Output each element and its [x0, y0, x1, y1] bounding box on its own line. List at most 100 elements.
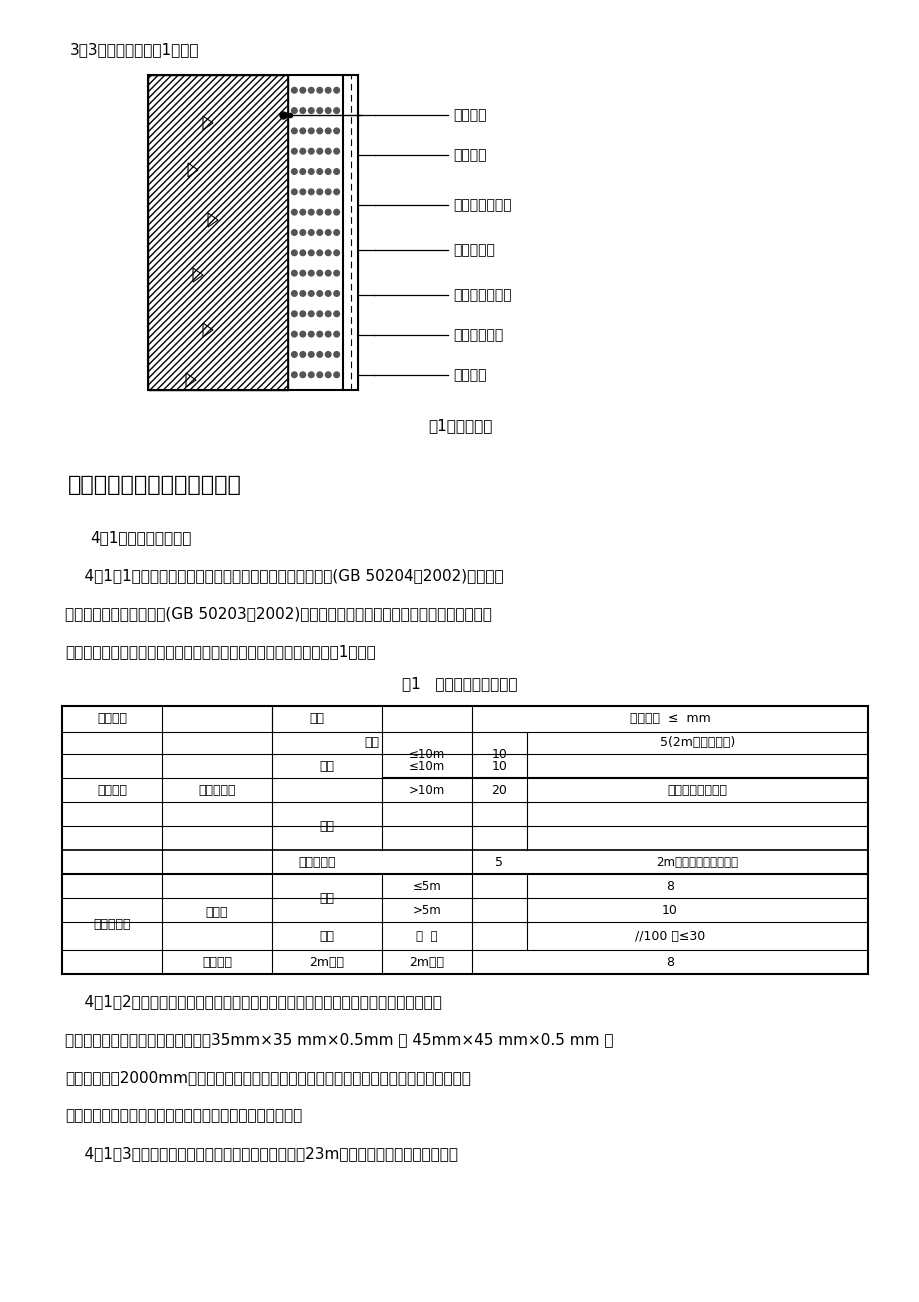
Circle shape — [291, 271, 297, 276]
Circle shape — [308, 311, 313, 316]
Circle shape — [308, 229, 313, 236]
Circle shape — [334, 331, 339, 337]
Text: 4．1．3墙体相接缝处，墙面的连续高、宽度每超过23m处，应设置变形缝或根据设计: 4．1．3墙体相接缝处，墙面的连续高、宽度每超过23m处，应设置变形缝或根据设计 — [65, 1146, 458, 1161]
Text: 混凝土工程: 混凝土工程 — [93, 918, 130, 931]
Text: 工程施工质量验收规范》(GB 50203－2002)及相应基层墙体质量验收规范的要求，基层墙体: 工程施工质量验收规范》(GB 50203－2002)及相应基层墙体质量验收规范的… — [65, 605, 492, 621]
Circle shape — [300, 331, 305, 337]
Circle shape — [316, 229, 323, 236]
Text: 护角，高度为2000mm，设在两层网格布之间。当墙体系统其他部位抗冲击力有特殊要求时，: 护角，高度为2000mm，设在两层网格布之间。当墙体系统其他部位抗冲击力有特殊要… — [65, 1070, 471, 1085]
Text: 4．1施工工艺设计要求: 4．1施工工艺设计要求 — [90, 530, 191, 546]
Bar — [148, 76, 357, 391]
Text: ≤10m: ≤10m — [408, 759, 445, 772]
Text: 4．1．1基层墙体应符合《混凝土结构工程质量验收规范》(GB 50204－2002)、《砌体: 4．1．1基层墙体应符合《混凝土结构工程质量验收规范》(GB 50204－200… — [65, 568, 503, 583]
Circle shape — [300, 148, 305, 154]
Bar — [148, 76, 288, 391]
Text: 经纬仪或吊线检查: 经纬仪或吊线检查 — [667, 785, 727, 798]
Circle shape — [291, 210, 297, 215]
Circle shape — [334, 372, 339, 378]
Circle shape — [300, 87, 305, 92]
Text: 8: 8 — [665, 956, 674, 969]
Circle shape — [308, 352, 313, 357]
Circle shape — [291, 148, 297, 154]
Circle shape — [325, 128, 331, 134]
Text: 达不到平整度要求时，应做抹灰找平处理。墙体基面的允许偏差如表1所示。: 达不到平整度要求时，应做抹灰找平处理。墙体基面的允许偏差如表1所示。 — [65, 644, 375, 659]
Circle shape — [300, 189, 305, 195]
Circle shape — [334, 352, 339, 357]
Circle shape — [308, 189, 313, 195]
Circle shape — [316, 311, 323, 316]
Circle shape — [334, 87, 339, 92]
Circle shape — [300, 271, 305, 276]
Text: 表1   墙体基面的允许偏差: 表1 墙体基面的允许偏差 — [402, 676, 517, 691]
Text: 8: 8 — [665, 879, 674, 892]
Circle shape — [325, 229, 331, 236]
Circle shape — [300, 290, 305, 297]
Circle shape — [316, 352, 323, 357]
Circle shape — [300, 372, 305, 378]
Text: 砌体工程: 砌体工程 — [96, 785, 127, 798]
Circle shape — [308, 108, 313, 113]
Circle shape — [308, 290, 313, 297]
Circle shape — [334, 210, 339, 215]
Circle shape — [325, 189, 331, 195]
Text: 10: 10 — [491, 759, 507, 772]
Text: 表面平整度: 表面平整度 — [298, 855, 335, 868]
Text: 全高: 全高 — [319, 819, 335, 832]
Circle shape — [334, 128, 339, 134]
Text: 四、施工工艺流程及操作要点: 四、施工工艺流程及操作要点 — [68, 475, 242, 495]
Text: 基层墙体: 基层墙体 — [452, 108, 486, 122]
Bar — [288, 76, 343, 391]
Circle shape — [300, 250, 305, 255]
Text: >10m: >10m — [408, 784, 445, 797]
Text: 界面砂浆: 界面砂浆 — [452, 148, 486, 161]
Circle shape — [316, 331, 323, 337]
Circle shape — [316, 87, 323, 92]
Circle shape — [308, 148, 313, 154]
Circle shape — [308, 271, 313, 276]
Text: 工程做法: 工程做法 — [96, 712, 127, 725]
Text: 2m直尺和楔形塞尺检查: 2m直尺和楔形塞尺检查 — [656, 855, 738, 868]
Circle shape — [291, 311, 297, 316]
Text: 10: 10 — [491, 749, 507, 762]
Circle shape — [325, 250, 331, 255]
Circle shape — [308, 372, 313, 378]
Circle shape — [334, 311, 339, 316]
Circle shape — [325, 352, 331, 357]
Bar — [148, 76, 288, 391]
Circle shape — [334, 290, 339, 297]
Circle shape — [291, 250, 297, 255]
Circle shape — [308, 250, 313, 255]
Circle shape — [300, 128, 305, 134]
Text: 垂直度: 垂直度 — [206, 905, 228, 918]
Text: 项目: 项目 — [309, 712, 324, 725]
Text: ≤5m: ≤5m — [413, 879, 441, 892]
Text: 2m长度: 2m长度 — [309, 956, 344, 969]
Circle shape — [316, 372, 323, 378]
Text: 全  高: 全 高 — [415, 930, 437, 943]
Text: 2m长度: 2m长度 — [409, 956, 444, 969]
Circle shape — [300, 108, 305, 113]
Circle shape — [316, 189, 323, 195]
Text: 一层加强网布，并在首层阳角处增加35mm×35 mm×0.5mm 或 45mm×45 mm×0.5 mm 的: 一层加强网布，并在首层阳角处增加35mm×35 mm×0.5mm 或 45mm×… — [65, 1032, 613, 1047]
Circle shape — [308, 331, 313, 337]
Circle shape — [291, 331, 297, 337]
Text: 柔性耐水腻子: 柔性耐水腻子 — [452, 328, 503, 342]
Circle shape — [291, 189, 297, 195]
Circle shape — [325, 108, 331, 113]
Circle shape — [300, 352, 305, 357]
Circle shape — [334, 229, 339, 236]
Circle shape — [291, 352, 297, 357]
Text: 聚苯颗粒保温层: 聚苯颗粒保温层 — [452, 198, 511, 212]
Circle shape — [308, 87, 313, 92]
Circle shape — [334, 148, 339, 154]
Circle shape — [334, 189, 339, 195]
Text: 弹性涂料: 弹性涂料 — [452, 368, 486, 381]
Text: 表面平整: 表面平整 — [202, 956, 232, 969]
Circle shape — [291, 128, 297, 134]
Circle shape — [334, 108, 339, 113]
Circle shape — [316, 290, 323, 297]
Text: 耐碱玻纤网格布: 耐碱玻纤网格布 — [452, 288, 511, 302]
Circle shape — [316, 210, 323, 215]
Circle shape — [325, 87, 331, 92]
Text: 20: 20 — [491, 784, 507, 797]
